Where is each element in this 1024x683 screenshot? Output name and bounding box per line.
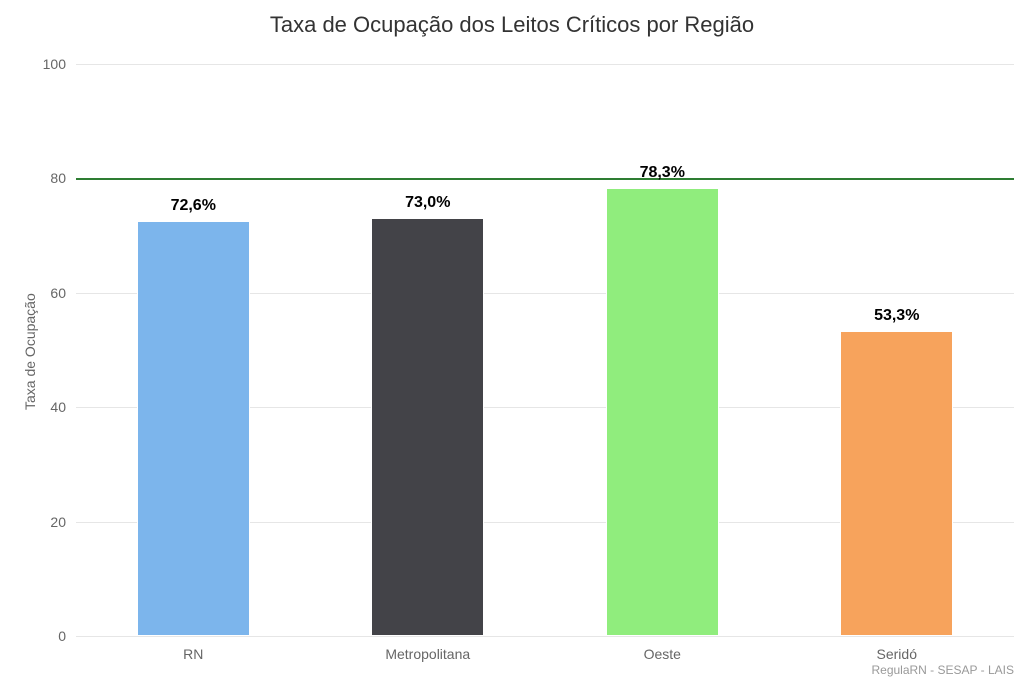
bar: [840, 331, 953, 636]
bar-value-label: 78,3%: [640, 164, 685, 182]
occupancy-chart: Taxa de Ocupação dos Leitos Críticos por…: [0, 0, 1024, 683]
bar-value-label: 53,3%: [874, 307, 919, 325]
chart-credits: RegulaRN - SESAP - LAIS: [871, 663, 1014, 677]
bar-value-label: 73,0%: [405, 194, 450, 212]
y-tick-label: 100: [43, 56, 66, 72]
x-tick-label: RN: [183, 646, 203, 662]
y-tick-label: 60: [50, 285, 66, 301]
y-tick-label: 40: [50, 399, 66, 415]
bar-value-label: 72,6%: [171, 197, 216, 215]
grid-line: [76, 64, 1014, 65]
plot-area: 02040608010072,6%RN73,0%Metropolitana78,…: [76, 64, 1014, 636]
grid-line: [76, 636, 1014, 637]
y-tick-label: 20: [50, 514, 66, 530]
x-tick-label: Seridó: [877, 646, 917, 662]
y-tick-label: 80: [50, 170, 66, 186]
bar: [137, 221, 250, 636]
bar: [606, 188, 719, 636]
bar: [371, 218, 484, 636]
x-tick-label: Metropolitana: [385, 646, 470, 662]
chart-title: Taxa de Ocupação dos Leitos Críticos por…: [0, 12, 1024, 38]
x-tick-label: Oeste: [644, 646, 681, 662]
y-axis-label: Taxa de Ocupação: [22, 293, 38, 410]
reference-line: [76, 178, 1014, 180]
y-tick-label: 0: [58, 628, 66, 644]
